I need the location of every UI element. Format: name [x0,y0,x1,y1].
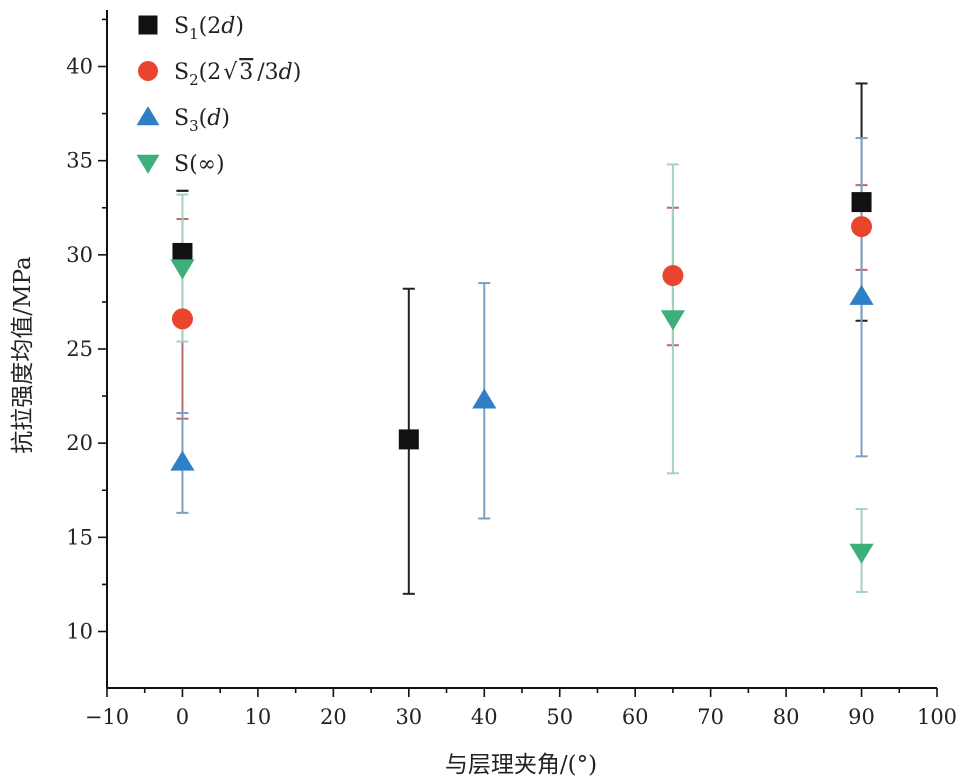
legend-marker-series-4 [136,154,160,174]
x-axis-title: 与层理夹角/(°) [445,752,597,778]
legend-label-series-1: S1(2d) [174,14,244,43]
y-tick-label: 40 [66,55,93,79]
x-tick-label: 90 [848,705,875,729]
point-series-4 [660,310,685,331]
legend-marker-series-3 [136,106,160,126]
legend-marker-series-2 [138,61,158,81]
y-tick-label: 10 [66,620,93,644]
x-tick-label: 50 [546,705,573,729]
x-tick-label: 40 [471,705,498,729]
point-series-2 [171,308,193,330]
x-tick-label: 100 [917,705,957,729]
point-series-3 [472,388,497,409]
point-series-4 [170,259,195,280]
point-series-2 [662,265,684,287]
error-bars [176,82,868,595]
legend: S1(2d) S2(2√3/3d) S3(d) S(∞) [136,14,301,177]
point-series-1 [398,429,419,450]
x-tick-label: 0 [176,705,189,729]
point-series-3 [849,284,874,305]
point-series-1 [172,242,193,263]
x-tick-label: 30 [395,705,422,729]
x-tick-label: 20 [320,705,347,729]
point-series-3 [170,450,195,471]
legend-marker-series-1 [138,15,158,35]
point-series-4 [849,543,874,564]
point-series-1 [851,192,872,213]
x-tick-label: −10 [85,705,129,729]
y-tick-label: 25 [66,337,93,361]
y-tick-label: 30 [66,243,93,267]
axes: −10 0 10 20 30 40 50 60 70 80 90 100 10 15 20 25 30 35 40 [66,10,957,729]
y-tick-label: 35 [66,149,93,173]
markers [170,192,874,564]
y-tick-label: 15 [66,525,93,549]
point-series-2 [851,216,873,238]
x-tick-label: 60 [622,705,649,729]
legend-label-series-4: S(∞) [174,152,225,177]
x-tick-label: 70 [697,705,724,729]
y-tick-label: 20 [66,431,93,455]
x-tick-label: 10 [245,705,272,729]
legend-label-series-2: S2(2√3/3d) [174,60,301,89]
legend-label-series-3: S3(d) [174,106,230,135]
y-axis-title: 抗拉强度均值/MPa [10,256,36,454]
x-tick-label: 80 [773,705,800,729]
